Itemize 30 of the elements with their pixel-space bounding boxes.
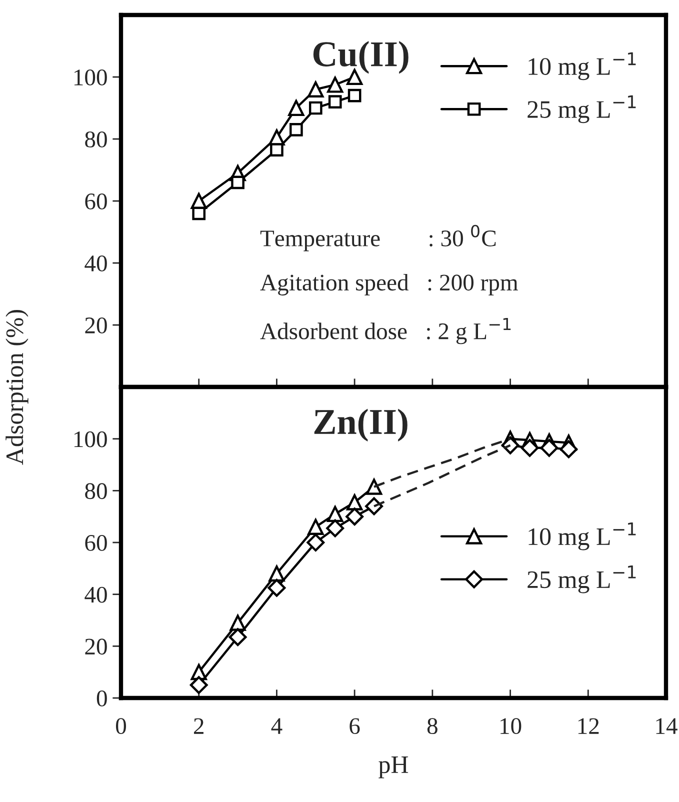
y-tick-label: 60 [85,534,107,551]
x-tick-label: 14 [656,718,678,734]
x-tick-label: 2 [194,718,204,734]
x-tick-label: 0 [116,718,126,734]
legend-label: 25 mg L$^{−1}$ [528,95,636,124]
y-tick-label: 40 [84,586,107,603]
y-tick-label: 20 [85,638,107,655]
y-tick-label: 100 [74,431,107,448]
x-tick-label: 12 [578,718,599,734]
text: Cu(II) [313,41,408,74]
x-tick-label: 10 [500,718,522,734]
y-tick-label: 80 [85,131,107,148]
legend-label: 10 mg L$^{−1}$ [528,522,636,550]
annotation: Adsorbent dose : 2 g L$^{−1}$ [260,318,511,344]
y-tick-label: 60 [85,193,107,210]
annotation: Agitation speed : 200 rpm [260,274,518,296]
x-tick-label: 8 [427,718,438,734]
x-axis-title: pH [378,756,408,778]
legend-label: 10 mg L$^{−1}$ [528,52,636,80]
x-tick-label: 4 [271,718,282,734]
annotation: Temperature : 30 $^{0}$C [260,224,496,252]
y-axis-title: Adsorption (%) [6,310,28,465]
y-tick-label: 0 [96,690,107,706]
y-tick-label: 100 [74,69,107,86]
text: Zn(II) [314,408,408,442]
y-tick-label: 20 [85,317,107,334]
y-tick-label: 40 [84,255,107,272]
x-tick-label: 6 [350,718,360,734]
legend-label: 25 mg L$^{−1}$ [528,566,636,594]
y-tick-label: 80 [85,483,107,500]
